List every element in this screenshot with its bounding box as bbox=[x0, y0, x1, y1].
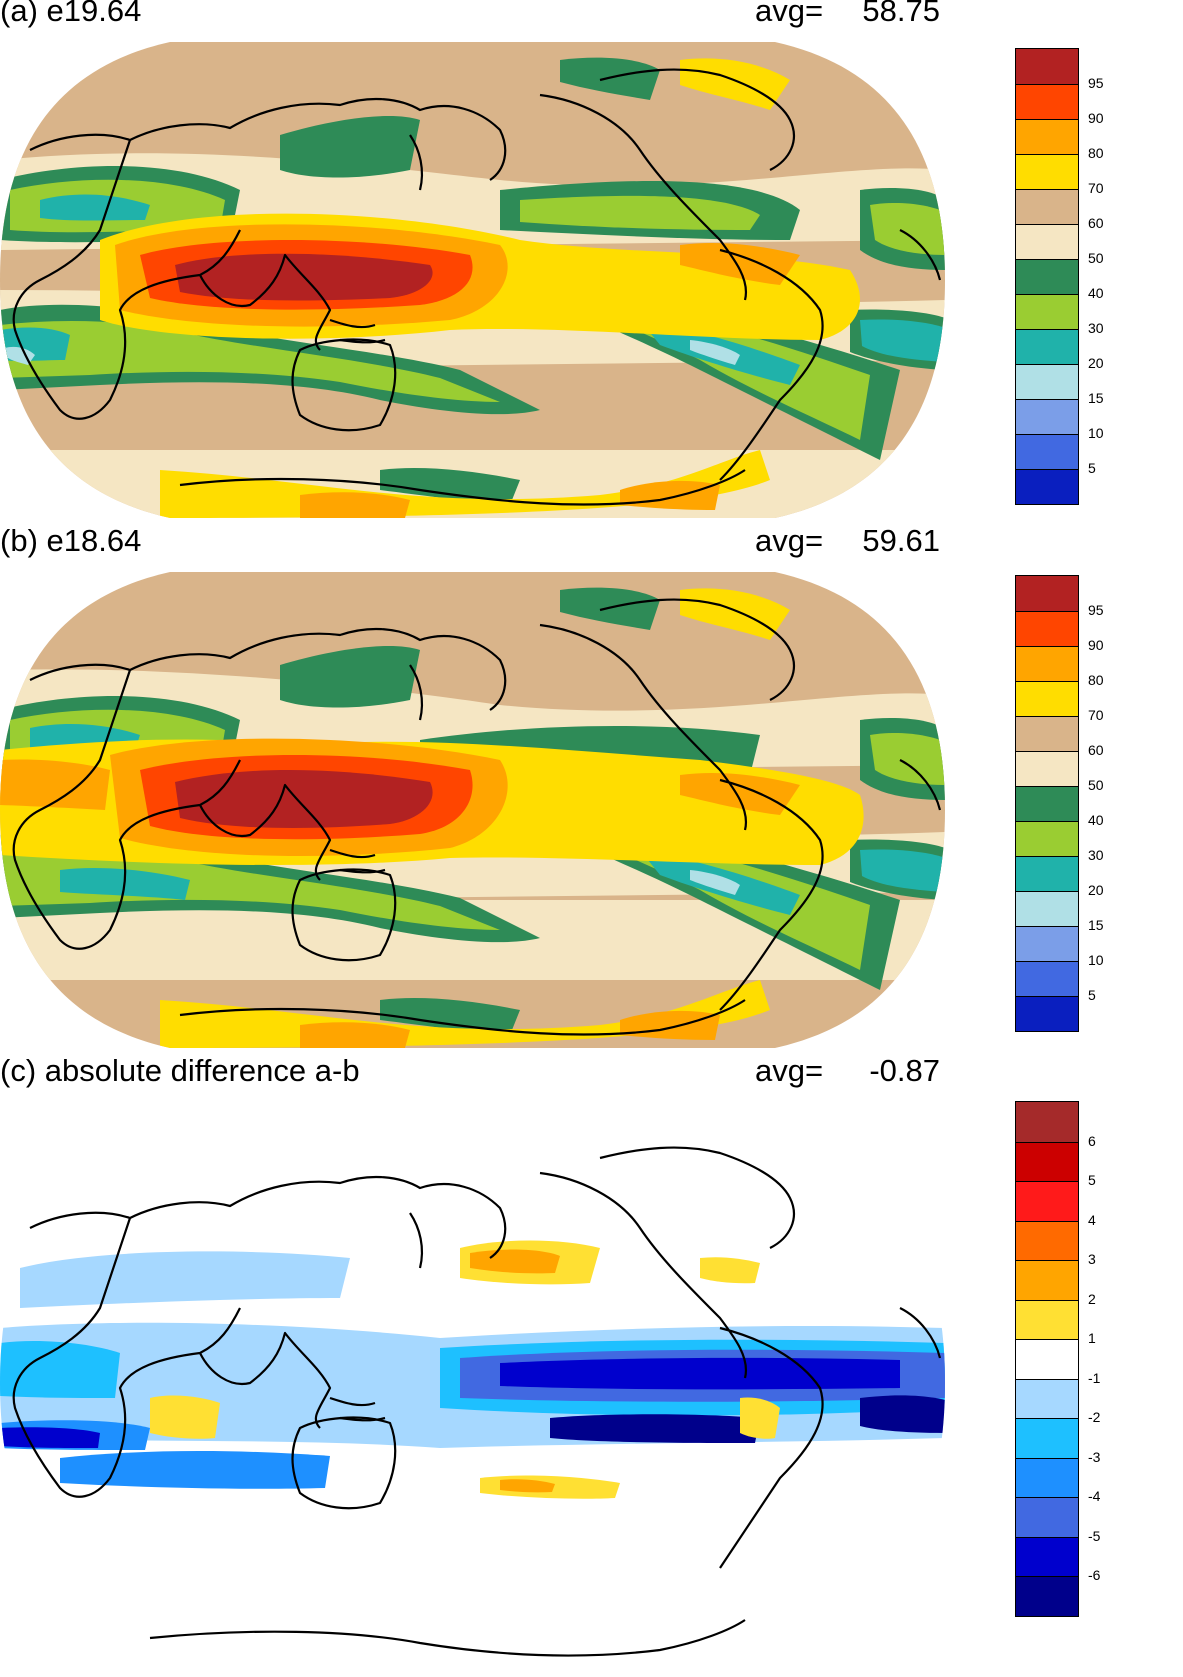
colorbar-tick-label: 10 bbox=[1088, 425, 1104, 441]
colorbar-tick-label: 70 bbox=[1088, 707, 1104, 723]
colorbar-tick-label: 15 bbox=[1088, 390, 1104, 406]
colorbar-swatch bbox=[1016, 856, 1078, 891]
colorbar-swatch bbox=[1016, 961, 1078, 996]
colorbar-swatch bbox=[1016, 1536, 1078, 1577]
colorbar-swatch bbox=[1016, 49, 1078, 84]
panel-b-title: (b) e18.64 bbox=[0, 523, 142, 558]
colorbar-swatch bbox=[1016, 364, 1078, 399]
panel-a-colorbar bbox=[1015, 48, 1079, 505]
panel-a-avg-value: 58.75 bbox=[862, 0, 940, 28]
colorbar-swatch bbox=[1016, 996, 1078, 1031]
colorbar-tick-label: 4 bbox=[1088, 1211, 1096, 1228]
panel-b-avg-value: 59.61 bbox=[862, 523, 940, 558]
panel-b: (b) e18.64 avg= 59.61 bbox=[0, 524, 1183, 1050]
colorbar-tick-label: 60 bbox=[1088, 215, 1104, 231]
colorbar-swatch bbox=[1016, 821, 1078, 856]
panel-c-avg-label: avg= bbox=[755, 1053, 824, 1088]
colorbar-tick-label: -3 bbox=[1088, 1448, 1101, 1465]
colorbar-swatch bbox=[1016, 576, 1078, 611]
colorbar-tick-label: 40 bbox=[1088, 812, 1104, 828]
colorbar-swatch bbox=[1016, 434, 1078, 469]
colorbar-swatch bbox=[1016, 1378, 1078, 1419]
panel-c-title: (c) absolute difference a-b bbox=[0, 1053, 360, 1088]
colorbar-tick-label: 40 bbox=[1088, 285, 1104, 301]
colorbar-swatch bbox=[1016, 1141, 1078, 1182]
colorbar-tick-label: 95 bbox=[1088, 602, 1104, 618]
colorbar-swatch bbox=[1016, 926, 1078, 961]
colorbar-tick-label: -6 bbox=[1088, 1567, 1101, 1584]
colorbar-tick-label: 50 bbox=[1088, 250, 1104, 266]
colorbar-swatch bbox=[1016, 119, 1078, 154]
colorbar-tick-label: -4 bbox=[1088, 1488, 1101, 1505]
colorbar-swatch bbox=[1016, 1497, 1078, 1537]
colorbar-tick-label: 95 bbox=[1088, 75, 1104, 91]
colorbar-tick-label: 20 bbox=[1088, 882, 1104, 898]
colorbar-tick-label: 60 bbox=[1088, 742, 1104, 758]
colorbar-swatch bbox=[1016, 786, 1078, 821]
panel-b-colorbar bbox=[1015, 575, 1079, 1032]
colorbar-tick-label: 90 bbox=[1088, 110, 1104, 126]
colorbar-swatch bbox=[1016, 1576, 1078, 1616]
colorbar-swatch bbox=[1016, 224, 1078, 259]
colorbar-tick-label: 70 bbox=[1088, 180, 1104, 196]
colorbar-tick-label: 50 bbox=[1088, 777, 1104, 793]
colorbar-swatch bbox=[1016, 1220, 1078, 1261]
panel-c-map bbox=[0, 1098, 945, 1668]
colorbar-swatch bbox=[1016, 329, 1078, 364]
colorbar-tick-label: 1 bbox=[1088, 1330, 1096, 1347]
colorbar-swatch bbox=[1016, 891, 1078, 926]
colorbar-swatch bbox=[1016, 1299, 1078, 1340]
panel-a-avg-label: avg= bbox=[755, 0, 824, 28]
colorbar-tick-label: 5 bbox=[1088, 1172, 1096, 1189]
colorbar-tick-label: 15 bbox=[1088, 917, 1104, 933]
colorbar-tick-label: 10 bbox=[1088, 952, 1104, 968]
colorbar-tick-label: 5 bbox=[1088, 460, 1096, 476]
colorbar-tick-label: 5 bbox=[1088, 987, 1096, 1003]
colorbar-swatch bbox=[1016, 1418, 1078, 1458]
colorbar-swatch bbox=[1016, 1339, 1078, 1379]
colorbar-tick-label: -2 bbox=[1088, 1409, 1101, 1426]
colorbar-swatch bbox=[1016, 189, 1078, 224]
colorbar-swatch bbox=[1016, 469, 1078, 504]
colorbar-tick-label: 20 bbox=[1088, 355, 1104, 371]
panel-b-map bbox=[0, 570, 945, 1050]
colorbar-tick-label: 3 bbox=[1088, 1251, 1096, 1268]
colorbar-swatch bbox=[1016, 399, 1078, 434]
colorbar-tick-label: 6 bbox=[1088, 1132, 1096, 1149]
colorbar-tick-label: 80 bbox=[1088, 145, 1104, 161]
colorbar-swatch bbox=[1016, 1102, 1078, 1142]
panel-c-avg-value: -0.87 bbox=[869, 1053, 940, 1088]
colorbar-tick-label: 30 bbox=[1088, 320, 1104, 336]
colorbar-swatch bbox=[1016, 1457, 1078, 1498]
colorbar-tick-label: 2 bbox=[1088, 1290, 1096, 1307]
colorbar-swatch bbox=[1016, 259, 1078, 294]
colorbar-swatch bbox=[1016, 716, 1078, 751]
colorbar-swatch bbox=[1016, 1260, 1078, 1300]
panel-c: (c) absolute difference a-b avg= -0.87 bbox=[0, 1054, 1183, 1677]
colorbar-tick-label: 30 bbox=[1088, 847, 1104, 863]
colorbar-tick-label: -1 bbox=[1088, 1369, 1101, 1386]
colorbar-tick-label: 90 bbox=[1088, 637, 1104, 653]
colorbar-swatch bbox=[1016, 646, 1078, 681]
panel-c-colorbar bbox=[1015, 1101, 1079, 1617]
colorbar-swatch bbox=[1016, 294, 1078, 329]
colorbar-swatch bbox=[1016, 154, 1078, 189]
colorbar-swatch bbox=[1016, 84, 1078, 119]
panel-b-avg-label: avg= bbox=[755, 523, 824, 558]
colorbar-swatch bbox=[1016, 1181, 1078, 1221]
colorbar-swatch bbox=[1016, 611, 1078, 646]
colorbar-swatch bbox=[1016, 751, 1078, 786]
panel-a: (a) e19.64 avg= 58.75 bbox=[0, 0, 1183, 520]
panel-a-map bbox=[0, 40, 945, 520]
colorbar-swatch bbox=[1016, 681, 1078, 716]
colorbar-tick-label: -5 bbox=[1088, 1527, 1101, 1544]
colorbar-tick-label: 80 bbox=[1088, 672, 1104, 688]
panel-a-title: (a) e19.64 bbox=[0, 0, 142, 28]
